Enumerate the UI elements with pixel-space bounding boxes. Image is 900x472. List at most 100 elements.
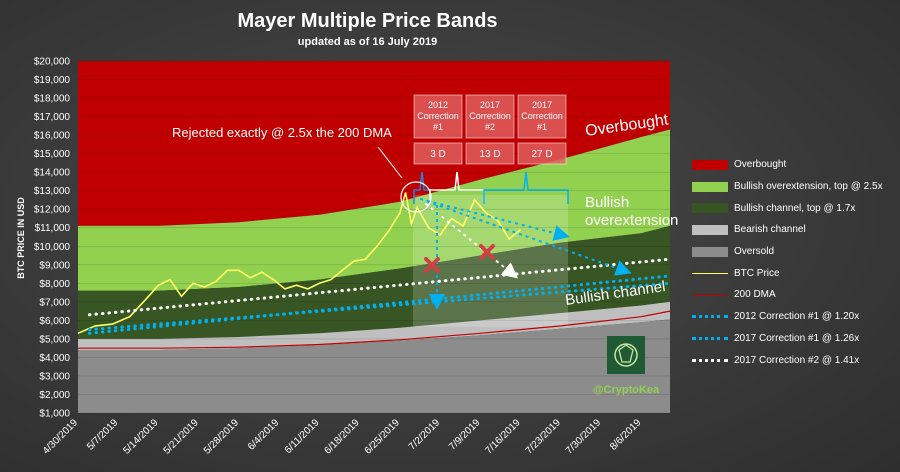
x-tick-label: 6/4/2019 xyxy=(246,417,282,453)
legend-item-2012-correction-1-1-20x: 2012 Correction #1 @ 1.20x xyxy=(692,306,897,328)
x-tick-label: 6/11/2019 xyxy=(283,417,322,456)
x-tick-label: 4/30/2019 xyxy=(41,417,81,457)
y-tick-label: $17,000 xyxy=(34,112,71,123)
legend-item-bullish-channel-top-1-7x: Bullish channel, top @ 1.7x xyxy=(692,197,897,219)
x-tick-label: 6/25/2019 xyxy=(363,417,403,457)
y-tick-label: $12,000 xyxy=(34,205,71,216)
x-tick-label: 5/7/2019 xyxy=(85,417,121,453)
legend-label: 2017 Correction #2 @ 1.41x xyxy=(734,354,860,366)
legend-swatch xyxy=(692,294,728,296)
chart-legend: Overbought Bullish overextension, top @ 2… xyxy=(692,154,897,371)
legend-swatch xyxy=(692,358,728,362)
projection-arrow xyxy=(419,198,632,276)
y-tick-label: $4,000 xyxy=(39,353,70,364)
y-tick-label: $13,000 xyxy=(34,186,71,197)
y-tick-label: $20,000 xyxy=(34,57,71,68)
x-tick-label: 7/16/2019 xyxy=(483,417,523,457)
y-tick-label: $9,000 xyxy=(39,260,70,271)
legend-item-bearish-channel: Bearish channel xyxy=(692,219,897,241)
rejected-x-mark xyxy=(479,244,495,260)
correction-box-label: #1 xyxy=(433,122,443,132)
legend-label: Oversold xyxy=(734,246,775,258)
legend-swatch xyxy=(692,181,728,192)
correction-box-label: Correction xyxy=(521,111,563,121)
band-bullish-overextension-top-2-5x xyxy=(78,129,670,291)
legend-swatch xyxy=(692,336,728,340)
callout-line xyxy=(377,146,403,179)
y-tick-label: $15,000 xyxy=(34,149,71,160)
y-tick-label: $3,000 xyxy=(39,371,70,382)
legend-item-overbought: Overbought xyxy=(692,154,897,176)
correction-box-label: 2012 xyxy=(428,100,448,110)
x-tick-label: 7/23/2019 xyxy=(524,417,564,457)
x-tick-label: 7/9/2019 xyxy=(447,417,483,453)
overextension-annotation: overextension xyxy=(585,212,678,229)
correction-box-label: 2017 xyxy=(532,100,552,110)
logo-bg xyxy=(607,336,645,374)
legend-item-200-dma: 200 DMA xyxy=(692,284,897,306)
legend-label: Overbought xyxy=(734,159,787,171)
correction-duration-bg xyxy=(465,142,515,165)
correction-box-bg xyxy=(517,94,567,139)
band-oversold xyxy=(78,319,670,413)
y-tick-label: $11,000 xyxy=(35,223,71,234)
rejected-annotation: Rejected exactly @ 2.5x the 200 DMA xyxy=(172,125,392,140)
legend-item-btc-price: BTC Price xyxy=(692,262,897,284)
logo-ring xyxy=(614,343,638,367)
y-axis-label: BTC PRICE IN USD xyxy=(16,197,26,279)
correction-box-label: #1 xyxy=(537,122,547,132)
legend-item-oversold: Oversold xyxy=(692,241,897,263)
y-tick-label: $10,000 xyxy=(34,242,71,253)
brace-path xyxy=(483,171,569,204)
legend-item-2017-correction-1-1-26x: 2017 Correction #1 @ 1.26x xyxy=(692,328,897,350)
legend-label: Bullish overextension, top @ 2.5x xyxy=(734,181,883,193)
correction-duration-bg xyxy=(413,142,463,165)
line-btc-price xyxy=(77,192,522,335)
legend-item-bullish-overextension-top-2-5x: Bullish overextension, top @ 2.5x xyxy=(692,176,897,198)
correction-box-label: Correction xyxy=(417,111,459,121)
legend-label: 200 DMA xyxy=(734,289,776,301)
y-tick-label: $14,000 xyxy=(34,168,71,179)
correction-box-label: 2017 xyxy=(480,100,500,110)
correction-duration: 27 D xyxy=(531,149,552,160)
x-tick-label: 7/2/2019 xyxy=(407,417,443,453)
x-tick-label: 5/21/2019 xyxy=(162,417,202,457)
legend-swatch xyxy=(692,315,728,319)
correction-duration: 13 D xyxy=(479,149,500,160)
rejected-x-mark xyxy=(424,257,440,273)
line-2017-correction-2-1-41x xyxy=(88,257,672,317)
line-2012-correction-1-1-20x xyxy=(88,274,672,335)
y-tick-label: $5,000 xyxy=(39,334,70,345)
x-tick-label: 6/18/2019 xyxy=(323,417,363,457)
correction-box-bg xyxy=(465,94,515,139)
x-tick-label: 5/14/2019 xyxy=(121,417,161,457)
y-tick-label: $16,000 xyxy=(34,131,71,142)
rejection-circle xyxy=(400,181,432,213)
correction-box-bg xyxy=(413,94,463,139)
x-tick-label: 8/6/2019 xyxy=(608,417,644,453)
watermark: @CryptoKea xyxy=(593,384,660,396)
y-tick-label: $18,000 xyxy=(34,94,71,105)
y-tick-label: $6,000 xyxy=(39,316,70,327)
x-stroke xyxy=(479,244,495,260)
legend-item-2017-correction-2-1-41x: 2017 Correction #2 @ 1.41x xyxy=(692,349,897,371)
correction-duration-bg xyxy=(517,142,567,165)
legend-label: 2017 Correction #1 @ 1.26x xyxy=(734,332,860,344)
legend-swatch xyxy=(692,159,728,170)
bullish-annotation: Bullish xyxy=(585,194,629,211)
legend-label: BTC Price xyxy=(734,267,780,279)
x-tick-label: 5/28/2019 xyxy=(202,417,242,457)
x-tick-label: 7/30/2019 xyxy=(564,417,604,457)
y-tick-label: $8,000 xyxy=(39,279,70,290)
y-tick-label: $1,000 xyxy=(39,409,70,420)
correction-box-label: #2 xyxy=(485,122,495,132)
chart-title: Mayer Multiple Price Bands xyxy=(237,10,498,32)
legend-swatch xyxy=(692,246,728,257)
x-stroke xyxy=(424,257,440,273)
legend-swatch xyxy=(692,224,728,235)
y-tick-label: $19,000 xyxy=(34,75,71,86)
